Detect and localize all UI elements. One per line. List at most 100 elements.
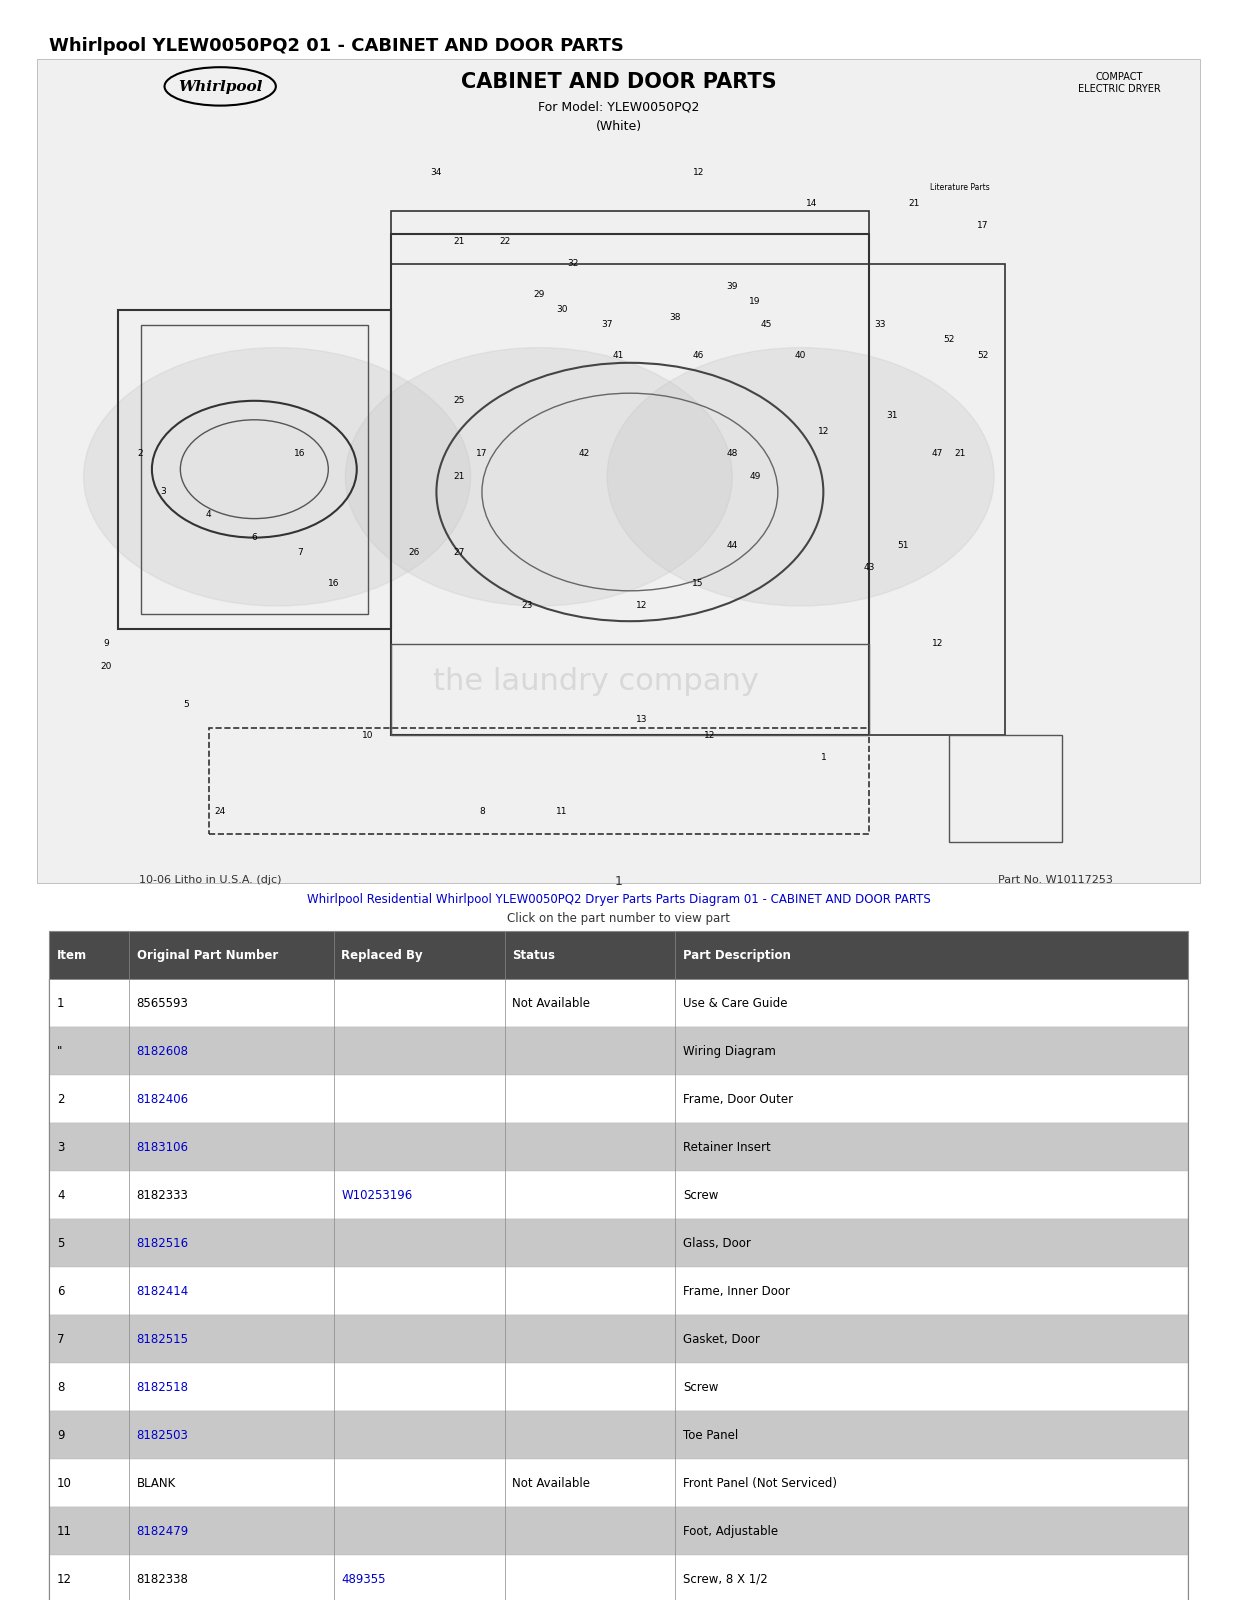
Text: Whirlpool: Whirlpool — [178, 80, 262, 94]
Text: 1: 1 — [615, 875, 622, 888]
Bar — [141, 325, 369, 613]
Bar — [391, 643, 868, 736]
Bar — [37, 59, 1200, 883]
Bar — [49, 1507, 1188, 1555]
Text: 8183106: 8183106 — [136, 1141, 188, 1154]
Text: 27: 27 — [454, 549, 465, 557]
Text: 2: 2 — [57, 1093, 64, 1106]
Text: Item: Item — [57, 949, 87, 962]
Text: Whirlpool YLEW0050PQ2 01 - CABINET AND DOOR PARTS: Whirlpool YLEW0050PQ2 01 - CABINET AND D… — [49, 37, 625, 54]
Text: Foot, Adjustable: Foot, Adjustable — [683, 1525, 778, 1538]
Text: 9: 9 — [57, 1429, 64, 1442]
Bar — [949, 736, 1063, 842]
Bar — [49, 1171, 1188, 1219]
Text: Status: Status — [512, 949, 555, 962]
Text: the laundry company: the laundry company — [433, 667, 758, 696]
Text: 17: 17 — [977, 221, 988, 230]
Text: BLANK: BLANK — [136, 1477, 176, 1490]
Text: Literature Parts: Literature Parts — [930, 184, 990, 192]
Text: 23: 23 — [522, 602, 533, 611]
Circle shape — [345, 347, 732, 606]
Bar — [209, 728, 868, 834]
Text: Click on the part number to view part: Click on the part number to view part — [507, 912, 730, 925]
Text: Use & Care Guide: Use & Care Guide — [683, 997, 787, 1010]
Text: 19: 19 — [750, 298, 761, 307]
Text: 4: 4 — [57, 1189, 64, 1202]
Text: 33: 33 — [875, 320, 886, 330]
Text: 16: 16 — [294, 450, 306, 459]
Text: 8182414: 8182414 — [136, 1285, 189, 1298]
Text: 12: 12 — [704, 731, 715, 739]
Text: 20: 20 — [100, 662, 113, 672]
Text: 8182503: 8182503 — [136, 1429, 188, 1442]
Text: 4: 4 — [207, 510, 212, 520]
Bar — [49, 931, 1188, 979]
Text: 52: 52 — [943, 336, 954, 344]
Text: 8182515: 8182515 — [136, 1333, 188, 1346]
Text: 38: 38 — [669, 312, 682, 322]
Text: 49: 49 — [750, 472, 761, 482]
Text: 12: 12 — [931, 640, 943, 648]
Text: 7: 7 — [297, 549, 303, 557]
Bar — [391, 211, 868, 264]
Text: 29: 29 — [533, 290, 544, 299]
Text: 8182518: 8182518 — [136, 1381, 188, 1394]
Text: 52: 52 — [977, 350, 988, 360]
Text: 24: 24 — [214, 806, 226, 816]
Text: 8: 8 — [479, 806, 485, 816]
Bar — [49, 1555, 1188, 1600]
Text: 21: 21 — [909, 198, 920, 208]
Text: 48: 48 — [726, 450, 738, 459]
Circle shape — [84, 347, 470, 606]
Text: 8182333: 8182333 — [136, 1189, 188, 1202]
Text: 41: 41 — [612, 350, 625, 360]
Text: Whirlpool Residential Whirlpool YLEW0050PQ2 Dryer Parts Parts Diagram 01 - CABIN: Whirlpool Residential Whirlpool YLEW0050… — [307, 893, 930, 906]
Text: 12: 12 — [57, 1573, 72, 1586]
Bar — [49, 1363, 1188, 1411]
Text: 44: 44 — [726, 541, 738, 550]
Text: Toe Panel: Toe Panel — [683, 1429, 738, 1442]
Text: 5: 5 — [57, 1237, 64, 1250]
Text: 8182608: 8182608 — [136, 1045, 188, 1058]
Bar — [868, 264, 1006, 736]
Text: 21: 21 — [454, 472, 465, 482]
Text: Front Panel (Not Serviced): Front Panel (Not Serviced) — [683, 1477, 836, 1490]
Bar — [49, 931, 1188, 1600]
Text: For Model: YLEW0050PQ2: For Model: YLEW0050PQ2 — [538, 101, 699, 114]
Circle shape — [607, 347, 995, 606]
Text: Part Description: Part Description — [683, 949, 790, 962]
Text: 10: 10 — [362, 731, 374, 739]
Text: Not Available: Not Available — [512, 997, 590, 1010]
Text: 10-06 Litho in U.S.A. (djc): 10-06 Litho in U.S.A. (djc) — [139, 875, 282, 885]
Text: 6: 6 — [57, 1285, 64, 1298]
Text: 31: 31 — [886, 411, 897, 421]
Bar — [49, 1267, 1188, 1315]
Text: Gasket, Door: Gasket, Door — [683, 1333, 760, 1346]
Bar — [49, 1459, 1188, 1507]
Bar — [391, 234, 868, 736]
Bar — [49, 1315, 1188, 1363]
Text: 46: 46 — [693, 350, 704, 360]
Text: 47: 47 — [931, 450, 943, 459]
Text: 11: 11 — [57, 1525, 72, 1538]
Text: Screw: Screw — [683, 1381, 719, 1394]
Text: 42: 42 — [579, 450, 590, 459]
Text: 34: 34 — [430, 168, 442, 178]
Text: Not Available: Not Available — [512, 1477, 590, 1490]
Text: 8182406: 8182406 — [136, 1093, 189, 1106]
Text: 7: 7 — [57, 1333, 64, 1346]
Text: 16: 16 — [328, 579, 340, 587]
Text: Part No. W10117253: Part No. W10117253 — [998, 875, 1113, 885]
Text: Glass, Door: Glass, Door — [683, 1237, 751, 1250]
Text: Frame, Door Outer: Frame, Door Outer — [683, 1093, 793, 1106]
Text: 8565593: 8565593 — [136, 997, 188, 1010]
Text: 17: 17 — [476, 450, 487, 459]
Text: Screw, 8 X 1/2: Screw, 8 X 1/2 — [683, 1573, 768, 1586]
Text: 26: 26 — [408, 549, 419, 557]
Text: Retainer Insert: Retainer Insert — [683, 1141, 771, 1154]
Text: 2: 2 — [137, 450, 143, 459]
Text: 8182338: 8182338 — [136, 1573, 188, 1586]
Text: 8182479: 8182479 — [136, 1525, 189, 1538]
Text: (White): (White) — [595, 120, 642, 133]
Text: Original Part Number: Original Part Number — [136, 949, 278, 962]
